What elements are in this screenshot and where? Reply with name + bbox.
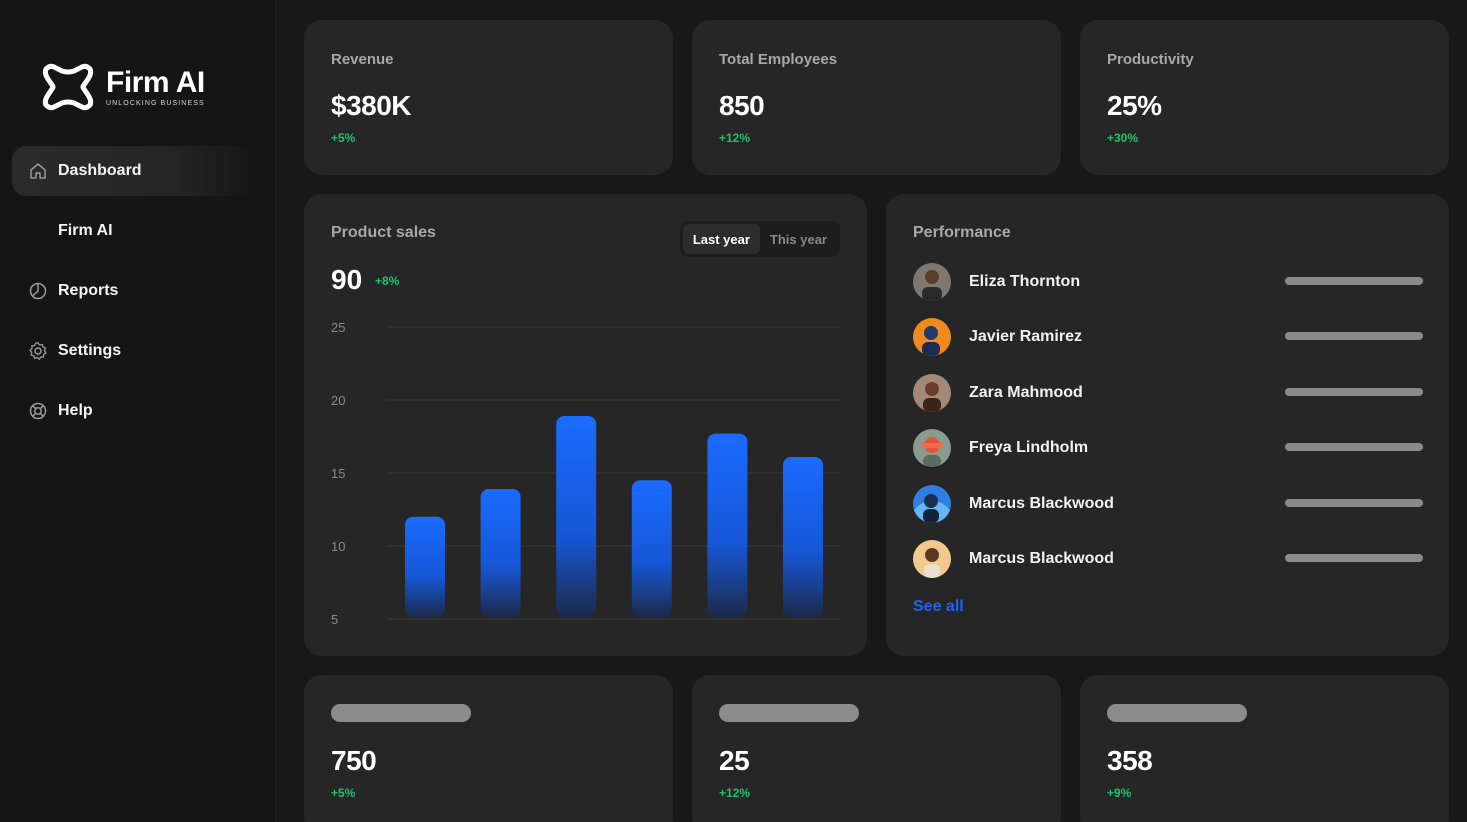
stat-label: Productivity [1107, 51, 1194, 68]
performance-card: Performance Eliza Thornton Javier Ramire… [886, 194, 1449, 656]
sidebar: Firm AI UNLOCKING BUSINESS Dashboard Fir… [0, 0, 276, 822]
sidebar-item-dashboard[interactable]: Dashboard [12, 146, 262, 196]
bottom-stat-card: 358 +9% [1080, 675, 1449, 822]
performance-title: Performance [913, 224, 1011, 241]
stat-card-total-employees: Total Employees 850 +12% [692, 20, 1061, 175]
sidebar-item-label: Settings [58, 342, 122, 359]
sales-bar[interactable] [707, 433, 748, 617]
performance-name: Marcus Blackwood [969, 495, 1114, 512]
y-tick-label: 25 [331, 320, 345, 335]
sales-bar[interactable] [405, 516, 445, 617]
performance-bar [1285, 332, 1423, 340]
stat-change: +9% [1107, 786, 1132, 800]
firm-ai-logo-icon [42, 63, 94, 111]
sidebar-item-help[interactable]: Help [12, 386, 262, 436]
y-tick-label: 15 [331, 466, 345, 481]
stat-label: Revenue [331, 51, 394, 68]
brand-name: Firm AI [106, 65, 205, 99]
performance-row[interactable]: Eliza Thornton [913, 262, 1423, 302]
gear-icon [28, 341, 48, 361]
performance-bar [1285, 277, 1423, 285]
performance-name: Freya Lindholm [969, 439, 1089, 456]
avatar [913, 540, 951, 578]
performance-row[interactable]: Marcus Blackwood [913, 539, 1423, 579]
stat-card-revenue: Revenue $380K +5% [304, 20, 673, 175]
performance-bar [1285, 388, 1423, 396]
toggle-last-year[interactable]: Last year [682, 224, 760, 254]
stat-value: 25% [1107, 90, 1162, 121]
performance-row[interactable]: Javier Ramirez [913, 317, 1423, 357]
performance-name: Zara Mahmood [969, 384, 1083, 401]
performance-row[interactable]: Marcus Blackwood [913, 484, 1423, 524]
toggle-this-year[interactable]: This year [769, 231, 827, 247]
avatar [913, 318, 951, 356]
home-icon [28, 161, 48, 181]
avatar [913, 263, 951, 301]
stat-label: Total Employees [719, 51, 838, 68]
performance-row[interactable]: Freya Lindholm [913, 428, 1423, 468]
product-sales-title: Product sales [331, 224, 436, 241]
stat-value: 850 [719, 90, 765, 121]
brand-tagline: UNLOCKING BUSINESS [106, 99, 205, 107]
stat-change: +5% [331, 131, 356, 145]
stat-value: $380K [331, 90, 412, 121]
product-sales-chart: 25 20 15 10 5 [331, 320, 840, 627]
stat-card-productivity: Productivity 25% +30% [1080, 20, 1449, 175]
sales-bar[interactable] [783, 456, 823, 617]
sidebar-item-label: Help [58, 402, 93, 419]
sales-bar[interactable] [556, 416, 597, 617]
performance-name: Eliza Thornton [969, 273, 1081, 290]
sidebar-item-firm-ai[interactable]: Firm AI [12, 206, 262, 256]
performance-bar [1285, 443, 1423, 451]
y-tick-label: 10 [331, 539, 345, 554]
stat-value: 358 [1107, 745, 1153, 776]
placeholder-label [331, 704, 471, 722]
year-toggle: Last year This year [679, 221, 840, 257]
placeholder-label [719, 704, 859, 722]
performance-name: Javier Ramirez [969, 328, 1082, 345]
see-all-link[interactable]: See all [913, 598, 964, 615]
sales-bar[interactable] [480, 489, 521, 617]
performance-bar [1285, 499, 1423, 507]
product-sales-card: Product sales Last year This year 90 +8%… [304, 194, 867, 656]
performance-name: Marcus Blackwood [969, 550, 1114, 567]
product-sales-change: +8% [375, 274, 400, 288]
sidebar-item-reports[interactable]: Reports [12, 266, 262, 316]
bottom-stat-card: 750 +5% [304, 675, 673, 822]
stat-change: +5% [331, 786, 356, 800]
performance-row[interactable]: Zara Mahmood [913, 373, 1423, 413]
performance-bar [1285, 554, 1423, 562]
lifebuoy-icon [28, 401, 48, 421]
sidebar-item-label: Firm AI [58, 222, 113, 239]
stat-change: +12% [719, 131, 751, 145]
avatar [913, 429, 951, 467]
avatar [913, 374, 951, 412]
pie-chart-icon [28, 281, 48, 301]
stat-change: +30% [1107, 131, 1139, 145]
y-tick-label: 20 [331, 393, 345, 408]
stat-value: 25 [719, 745, 750, 776]
sales-bar[interactable] [631, 480, 672, 617]
sidebar-item-label: Dashboard [58, 162, 142, 179]
bottom-stat-card: 25 +12% [692, 675, 1061, 822]
product-sales-value: 90 [331, 264, 363, 295]
stat-value: 750 [331, 745, 377, 776]
stat-change: +12% [719, 786, 751, 800]
y-tick-label: 5 [331, 612, 338, 627]
placeholder-label [1107, 704, 1247, 722]
sidebar-item-settings[interactable]: Settings [12, 326, 262, 376]
brand-logo[interactable]: Firm AI UNLOCKING BUSINESS [40, 59, 205, 115]
avatar [913, 485, 951, 523]
sidebar-item-label: Reports [58, 282, 119, 299]
